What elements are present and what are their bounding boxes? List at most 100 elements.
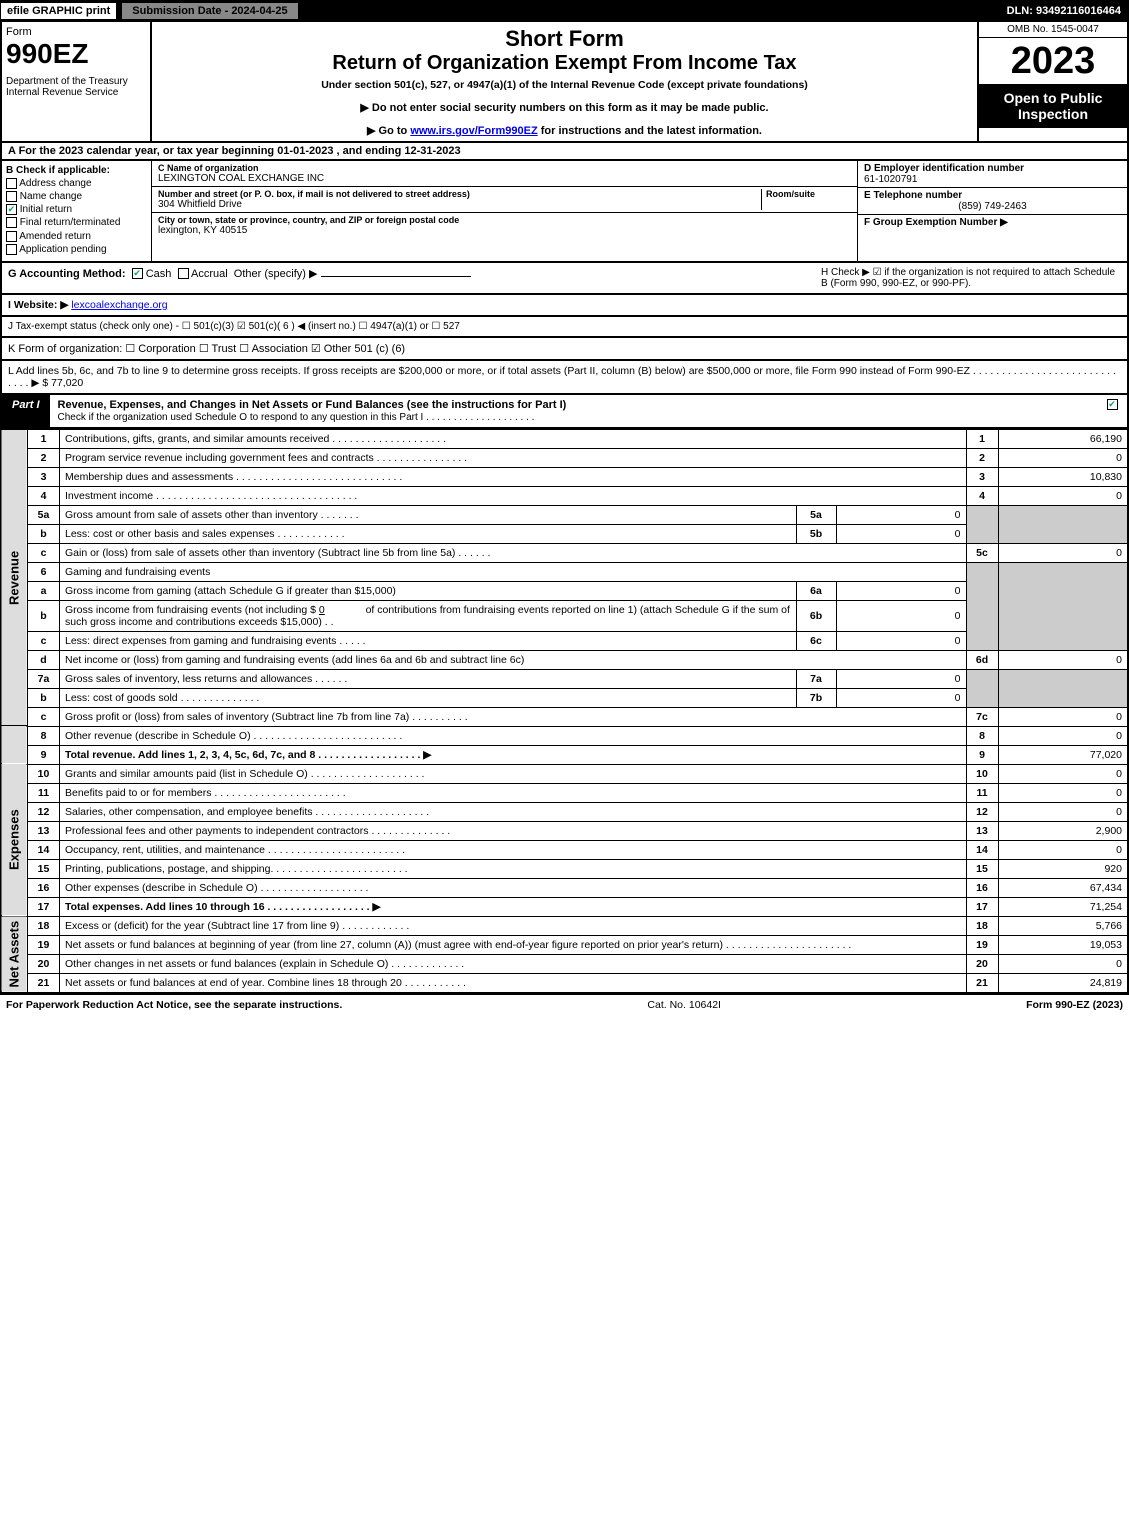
l9-amt: 77,020 [998,745,1128,764]
l5b-subamt: 0 [836,524,966,543]
chk-name-change[interactable]: Name change [6,191,147,202]
l19-num: 19 [28,935,60,954]
row-l-amount: 77,020 [51,377,83,389]
l7c-col: 7c [966,707,998,726]
l13-text: Professional fees and other payments to … [60,821,967,840]
row-g-h: G Accounting Method: Cash Accrual Other … [0,263,1129,295]
irs-link[interactable]: www.irs.gov/Form990EZ [410,125,537,137]
col-b-checkboxes: B Check if applicable: Address change Na… [2,161,152,261]
l15-text: Printing, publications, postage, and shi… [60,859,967,878]
l14-text: Occupancy, rent, utilities, and maintena… [60,840,967,859]
l7b-text: Less: cost of goods sold . . . . . . . .… [60,688,797,707]
l6b-subcol: 6b [796,600,836,631]
chk-final-return[interactable]: Final return/terminated [6,217,147,228]
l16-col: 16 [966,878,998,897]
tel-label: E Telephone number [864,190,1121,201]
l14-col: 14 [966,840,998,859]
l3-amt: 10,830 [998,467,1128,486]
l7b-subamt: 0 [836,688,966,707]
open-to-public: Open to Public Inspection [979,84,1127,128]
l1-col: 1 [966,429,998,448]
city-cell: City or town, state or province, country… [152,213,857,238]
l6-text: Gaming and fundraising events [60,562,967,581]
l1-num: 1 [28,429,60,448]
accounting-method: G Accounting Method: Cash Accrual Other … [8,267,821,289]
l4-text: Investment income . . . . . . . . . . . … [60,486,967,505]
l21-num: 21 [28,973,60,993]
l11-col: 11 [966,783,998,802]
l4-col: 4 [966,486,998,505]
form-label: Form [6,26,146,38]
row-l-gross-receipts: L Add lines 5b, 6c, and 7b to line 9 to … [0,361,1129,395]
tax-year: 2023 [979,38,1127,84]
l5b-text: Less: cost or other basis and sales expe… [60,524,797,543]
page-footer: For Paperwork Reduction Act Notice, see … [0,994,1129,1015]
part-1-tag: Part I [2,395,50,427]
chk-application-pending[interactable]: Application pending [6,244,147,255]
efile-print-button[interactable]: efile GRAPHIC print [0,2,117,20]
chk-amended-return[interactable]: Amended return [6,231,147,242]
l8-amt: 0 [998,726,1128,745]
form-header: Form 990EZ Department of the Treasury In… [0,22,1129,143]
accrual-label: Accrual [191,268,228,280]
l17-amt: 71,254 [998,897,1128,916]
l6-num: 6 [28,562,60,581]
l16-num: 16 [28,878,60,897]
l6a-num: a [28,581,60,600]
l19-amt: 19,053 [998,935,1128,954]
l12-text: Salaries, other compensation, and employ… [60,802,967,821]
l18-text: Excess or (deficit) for the year (Subtra… [60,916,967,935]
submission-date-button[interactable]: Submission Date - 2024-04-25 [121,2,298,20]
other-specify-input[interactable] [321,276,471,277]
revenue-sidebar-cont [1,726,28,764]
l15-amt: 920 [998,859,1128,878]
org-name-label: C Name of organization [158,163,851,173]
l11-num: 11 [28,783,60,802]
goto-post: for instructions and the latest informat… [538,125,762,137]
l8-num: 8 [28,726,60,745]
subtitle: Under section 501(c), 527, or 4947(a)(1)… [160,79,969,91]
l15-col: 15 [966,859,998,878]
l18-amt: 5,766 [998,916,1128,935]
l7c-amt: 0 [998,707,1128,726]
l12-amt: 0 [998,802,1128,821]
l13-num: 13 [28,821,60,840]
l5c-amt: 0 [998,543,1128,562]
l10-text: Grants and similar amounts paid (list in… [60,764,967,783]
l6a-text: Gross income from gaming (attach Schedul… [60,581,797,600]
l9-text: Total revenue. Add lines 1, 2, 3, 4, 5c,… [60,745,967,764]
department-label: Department of the Treasury Internal Reve… [6,76,146,98]
chk-accrual[interactable] [178,268,189,279]
l5ab-shade-amt [998,505,1128,543]
l11-text: Benefits paid to or for members . . . . … [60,783,967,802]
website-link[interactable]: lexcoalexchange.org [71,299,167,311]
l5b-subcol: 5b [796,524,836,543]
chk-initial-return[interactable]: Initial return [6,204,147,215]
l5a-num: 5a [28,505,60,524]
org-name-value: LEXINGTON COAL EXCHANGE INC [158,173,851,184]
b-header: B Check if applicable: [6,165,147,176]
l6c-text: Less: direct expenses from gaming and fu… [60,631,797,650]
chk-cash[interactable] [132,268,143,279]
l2-amt: 0 [998,448,1128,467]
part-1-sub: Check if the organization used Schedule … [58,412,535,423]
chk-address-change[interactable]: Address change [6,178,147,189]
l15-num: 15 [28,859,60,878]
row-i-website: I Website: ▶ lexcoalexchange.org [0,295,1129,317]
l3-col: 3 [966,467,998,486]
l4-amt: 0 [998,486,1128,505]
l5a-subamt: 0 [836,505,966,524]
l6abc-shade-col [966,562,998,650]
l13-amt: 2,900 [998,821,1128,840]
l2-num: 2 [28,448,60,467]
l16-text: Other expenses (describe in Schedule O) … [60,878,967,897]
l20-amt: 0 [998,954,1128,973]
l8-text: Other revenue (describe in Schedule O) .… [60,726,967,745]
part-1-checkbox[interactable] [1097,395,1127,427]
header-center: Short Form Return of Organization Exempt… [152,22,977,141]
goto-note: ▶ Go to www.irs.gov/Form990EZ for instru… [160,124,969,137]
lines-table: Revenue 1 Contributions, gifts, grants, … [0,429,1129,994]
l19-col: 19 [966,935,998,954]
l21-col: 21 [966,973,998,993]
l9-col: 9 [966,745,998,764]
